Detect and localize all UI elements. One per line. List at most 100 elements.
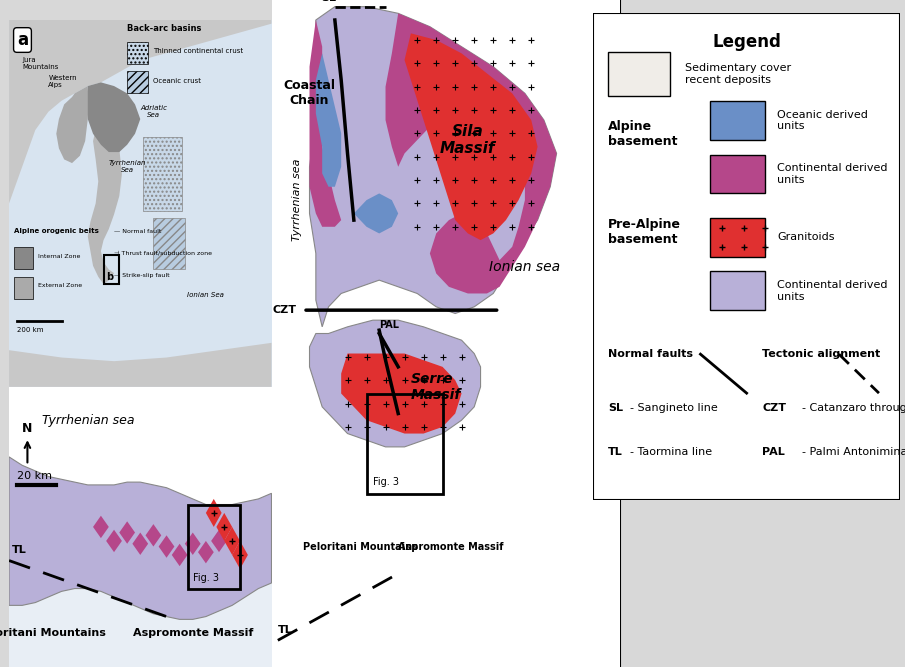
Text: Adriatic
Sea: Adriatic Sea — [140, 105, 167, 118]
Bar — [127, 42, 148, 64]
Bar — [143, 137, 182, 211]
Text: b: b — [600, 20, 614, 39]
Polygon shape — [211, 530, 227, 552]
Text: CZT: CZT — [272, 305, 297, 315]
Bar — [608, 52, 670, 96]
Polygon shape — [9, 20, 272, 387]
Polygon shape — [386, 13, 557, 293]
Polygon shape — [232, 541, 248, 569]
Bar — [710, 271, 765, 310]
Text: Fig. 3: Fig. 3 — [193, 573, 219, 583]
Text: CZT: CZT — [762, 403, 786, 413]
Text: Oceanic derived
units: Oceanic derived units — [777, 109, 868, 131]
Bar — [710, 155, 765, 193]
Text: Back-arc basins: Back-arc basins — [127, 23, 202, 33]
Polygon shape — [310, 20, 341, 227]
Text: Ionian Sea: Ionian Sea — [187, 292, 224, 298]
Polygon shape — [85, 83, 140, 152]
Polygon shape — [316, 53, 341, 187]
Polygon shape — [185, 532, 201, 555]
Text: PAL: PAL — [762, 447, 785, 456]
Text: Sedimentary cover
recent deposits: Sedimentary cover recent deposits — [685, 63, 791, 85]
Text: Alpine
basement: Alpine basement — [608, 121, 678, 149]
Bar — [127, 71, 148, 93]
Text: Tyrrhenian
Sea: Tyrrhenian Sea — [109, 160, 146, 173]
Text: Pre-Alpine
basement: Pre-Alpine basement — [608, 218, 681, 246]
Text: - Palmi Antonimina line: - Palmi Antonimina line — [802, 447, 905, 456]
Bar — [710, 218, 765, 257]
Polygon shape — [405, 33, 538, 240]
Text: Tyrrhenian sea: Tyrrhenian sea — [291, 159, 302, 241]
Text: Sila
Massif: Sila Massif — [440, 124, 496, 156]
Bar — [272, 0, 620, 667]
Text: Peloritani Mountains: Peloritani Mountains — [0, 628, 106, 638]
Text: Legend: Legend — [712, 33, 781, 51]
Polygon shape — [88, 119, 122, 284]
Polygon shape — [310, 7, 557, 327]
Text: TL: TL — [278, 626, 292, 635]
Text: Tectonic alignment: Tectonic alignment — [762, 350, 881, 359]
Text: Fig. 3: Fig. 3 — [373, 477, 399, 487]
Polygon shape — [172, 544, 187, 566]
Text: SL: SL — [608, 403, 624, 413]
Text: Ionian sea: Ionian sea — [490, 260, 560, 273]
Text: SL: SL — [321, 0, 336, 3]
Bar — [103, 255, 119, 284]
Polygon shape — [119, 522, 135, 544]
Text: Tyrrhenian sea: Tyrrhenian sea — [42, 414, 134, 427]
Text: - Taormina line: - Taormina line — [630, 447, 712, 456]
Bar — [367, 394, 443, 494]
Bar — [710, 101, 765, 140]
Text: Continental derived
units: Continental derived units — [777, 163, 888, 185]
Text: - Catanzaro through: - Catanzaro through — [802, 403, 905, 413]
Text: External Zone: External Zone — [38, 283, 82, 288]
Text: b: b — [106, 273, 113, 282]
Polygon shape — [132, 532, 148, 555]
Text: Western
Alps: Western Alps — [49, 75, 77, 88]
Polygon shape — [56, 86, 88, 163]
Text: TL: TL — [12, 545, 26, 555]
Polygon shape — [216, 513, 232, 541]
Text: Coastal
Chain: Coastal Chain — [283, 79, 336, 107]
Polygon shape — [354, 193, 398, 233]
Text: PAL: PAL — [379, 320, 399, 330]
Text: Aspromonte Massif: Aspromonte Massif — [398, 542, 504, 552]
Text: 200 km: 200 km — [17, 327, 43, 333]
Text: Granitoids: Granitoids — [777, 232, 835, 242]
Bar — [14, 247, 33, 269]
Polygon shape — [224, 527, 240, 555]
Polygon shape — [198, 541, 214, 564]
Polygon shape — [158, 536, 175, 558]
Text: ⊣ Thrust fault/subduction zone: ⊣ Thrust fault/subduction zone — [114, 251, 212, 255]
Text: Alpine orogenic belts: Alpine orogenic belts — [14, 228, 100, 233]
Text: Thinned continental crust: Thinned continental crust — [153, 48, 243, 54]
Text: Internal Zone: Internal Zone — [38, 254, 81, 259]
Text: — Strike-slip fault: — Strike-slip fault — [114, 273, 169, 277]
Bar — [187, 504, 240, 588]
Text: Jura
Mountains: Jura Mountains — [22, 57, 59, 69]
Bar — [9, 387, 272, 583]
Text: Normal faults: Normal faults — [608, 350, 693, 359]
Text: Oceanic crust: Oceanic crust — [153, 77, 202, 83]
Polygon shape — [310, 320, 481, 447]
Text: Aspromonte Massif: Aspromonte Massif — [132, 628, 253, 638]
Polygon shape — [146, 524, 161, 546]
Polygon shape — [9, 20, 272, 203]
Text: N: N — [23, 422, 33, 435]
Polygon shape — [9, 343, 272, 387]
Text: — Normal fault: — Normal fault — [114, 229, 161, 233]
Polygon shape — [341, 354, 462, 434]
Polygon shape — [93, 516, 109, 538]
Bar — [14, 277, 33, 299]
Polygon shape — [205, 499, 222, 527]
Bar — [272, 0, 620, 667]
Text: TL: TL — [608, 447, 623, 456]
Text: - Sangineto line: - Sangineto line — [630, 403, 718, 413]
Text: Serre
Massif: Serre Massif — [411, 372, 462, 402]
Text: Continental derived
units: Continental derived units — [777, 280, 888, 301]
Text: a: a — [17, 31, 28, 49]
Polygon shape — [9, 457, 272, 620]
Polygon shape — [106, 530, 122, 552]
Text: Peloritani Mountains: Peloritani Mountains — [303, 542, 418, 552]
Text: 20 km: 20 km — [17, 472, 52, 482]
